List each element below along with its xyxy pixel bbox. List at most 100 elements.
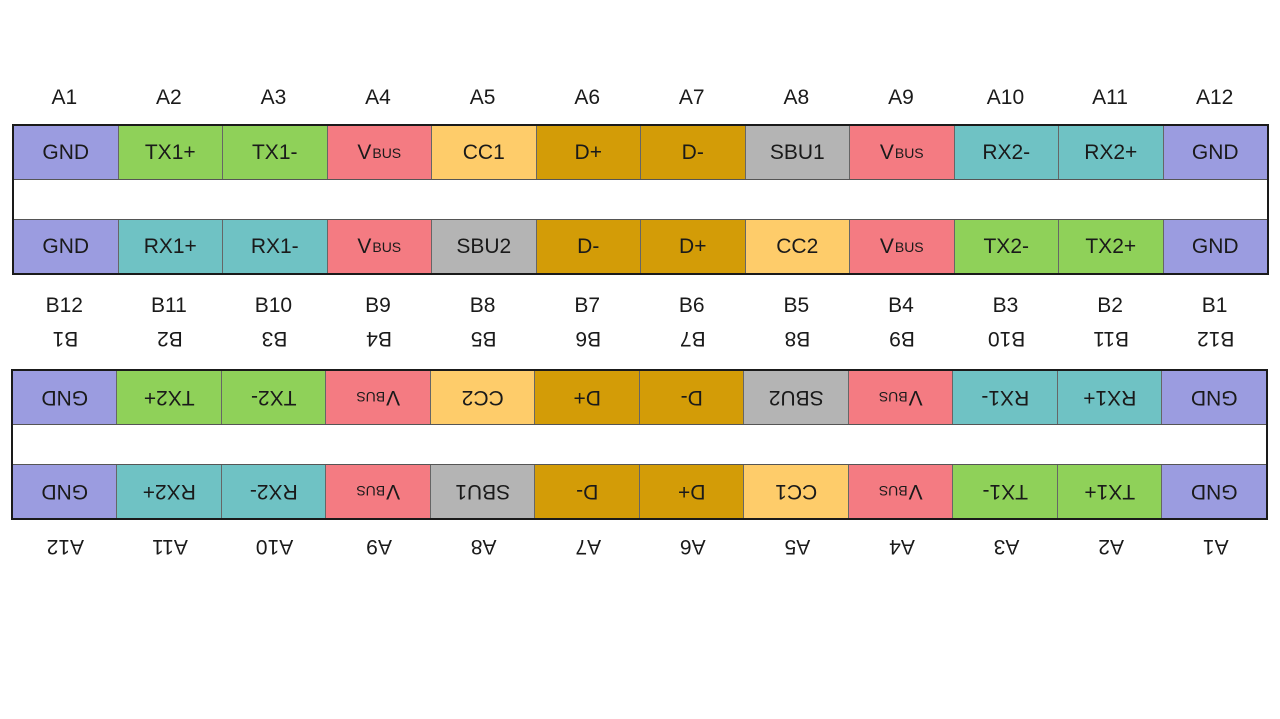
pin-signal-label: RX1- [250,234,299,258]
pin-cell: V BUS [325,371,430,424]
pin-cell: RX2+ [116,465,221,518]
pin-cell: V BUS [850,126,955,179]
pin-signal-label: SBU2 [456,234,512,258]
pin-signal-label: TX2- [983,234,1029,258]
pin-cell: SBU1 [430,465,535,518]
pin-cell: GND [1163,220,1267,273]
pin-cell: V BUS [848,465,953,518]
pin-signal-subscript: BUS [894,238,924,255]
pin-number-label: A7 [678,86,705,109]
pin-cell: TX2+ [116,371,221,424]
pin-signal-subscript: BUS [894,144,924,161]
pin-signal-label: V [879,140,894,164]
pin-number-label: B6 [575,327,602,350]
pin-number-label: B7 [679,327,706,350]
pin-signal-label: CC1 [462,140,505,164]
pin-number-label: A11 [1092,86,1128,109]
pin-signal-subscript: BUS [372,238,402,255]
pin-signal-label: RX2+ [142,480,196,504]
pin-number-label: A5 [784,535,811,558]
pin-signal-subscript: BUS [372,144,402,161]
pin-signal-label: D+ [679,234,707,258]
pin-cell: D+ [641,220,746,273]
pin-row-bottom: GND RX1+ RX1- V BUS SBU2 D- D+ CC2 V BUS TX2- TX2+ GN… [14,219,1267,273]
pin-cell: TX1- [223,126,328,179]
pin-cell: D- [641,126,746,179]
pin-signal-label: RX1- [981,386,1030,410]
pin-signal-label: RX1+ [1083,386,1137,410]
pin-cell: RX1- [952,371,1057,424]
pin-signal-label: D- [681,140,704,164]
pin-labels-bottom: B12 B11 B10 B9 B8 B7 B6 B5 B4 B3 B2 B1 [12,294,1267,318]
pin-row-bottom: GND RX1+ RX1- V BUS SBU2 D- D+ CC2 V BUS TX2- TX2+ GN… [13,371,1266,425]
pin-signal-label: GND [41,386,89,410]
pin-number-label: A11 [152,535,188,558]
pin-signal-label: TX1+ [144,140,196,164]
pin-cell: GND [13,371,117,424]
pin-cell: GND [13,465,117,518]
pin-number-label: A12 [46,535,85,558]
pin-number-label: B3 [992,294,1019,317]
pin-number-label: A8 [783,86,810,109]
pin-signal-label: TX2- [251,386,297,410]
pin-signal-label: RX2- [249,480,298,504]
pin-number-label: B8 [469,294,496,317]
pin-signal-label: GND [1191,140,1239,164]
pin-number-label: A6 [574,86,601,109]
pin-number-label: B10 [987,327,1026,350]
pin-labels-bottom: B12 B11 B10 B9 B8 B7 B6 B5 B4 B3 B2 B1 [13,326,1268,350]
connector-outline: GND TX1+ TX1- V BUS CC1 D+ D- SBU1 V BUS RX2- RX2+ GN… [12,124,1269,275]
connector-outline: GND TX1+ TX1- V BUS CC1 D+ D- SBU1 V BUS RX2- RX2+ GN… [11,369,1268,520]
pin-signal-subscript: BUS [356,483,386,500]
pin-number-label: B7 [574,294,601,317]
pin-number-label: B9 [889,327,915,350]
pin-number-label: A2 [156,86,182,109]
pin-cell: RX1+ [1057,371,1162,424]
pin-number-label: B12 [1197,327,1235,350]
pin-cell: V BUS [327,220,432,273]
pin-signal-label: GND [1190,386,1238,410]
pin-signal-label: SBU2 [768,386,824,410]
pin-number-label: A12 [1195,86,1234,109]
pin-signal-label: TX2+ [143,386,195,410]
pin-signal-label: V [908,480,923,504]
pin-cell: TX2+ [1059,220,1164,273]
pin-signal-label: GND [1190,480,1238,504]
pin-signal-label: CC1 [775,480,818,504]
pin-cell: GND [1163,126,1267,179]
pin-signal-label: D+ [574,140,602,164]
pin-signal-label: V [879,234,894,258]
pin-number-label: A1 [1202,535,1229,558]
pin-signal-subscript: BUS [878,483,908,500]
pin-signal-label: TX1- [251,140,298,164]
pin-cell: D+ [639,465,744,518]
pin-number-label: A1 [51,86,78,109]
pin-number-label: B6 [678,294,705,317]
pin-number-label: A4 [365,86,391,109]
pin-signal-label: V [908,386,923,410]
pin-signal-label: TX1- [982,480,1029,504]
pin-cell: TX2- [221,371,326,424]
pin-number-label: A7 [575,535,602,558]
pin-signal-label: CC2 [461,386,504,410]
pin-cell: D- [534,465,639,518]
pin-number-label: A10 [255,535,294,558]
pin-signal-label: RX2- [982,140,1031,164]
pin-number-label: A10 [986,86,1025,109]
pin-cell: V BUS [848,371,953,424]
pin-signal-label: RX2+ [1084,140,1138,164]
pin-number-label: B3 [261,327,288,350]
pin-number-label: B1 [1201,294,1228,317]
pin-signal-label: V [386,480,401,504]
pin-number-label: A8 [470,535,497,558]
pin-cell: V BUS [850,220,955,273]
pin-number-label: A5 [469,86,496,109]
pin-number-label: B5 [783,294,810,317]
pin-row-top: GND TX1+ TX1- V BUS CC1 D+ D- SBU1 V BUS RX2- RX2+ GN… [14,126,1267,180]
pin-signal-label: CC2 [776,234,819,258]
pin-number-label: B10 [254,294,293,317]
pin-number-label: B5 [470,327,497,350]
pin-number-label: B8 [784,327,811,350]
pin-number-label: A6 [679,535,706,558]
pin-cell: D- [536,220,641,273]
